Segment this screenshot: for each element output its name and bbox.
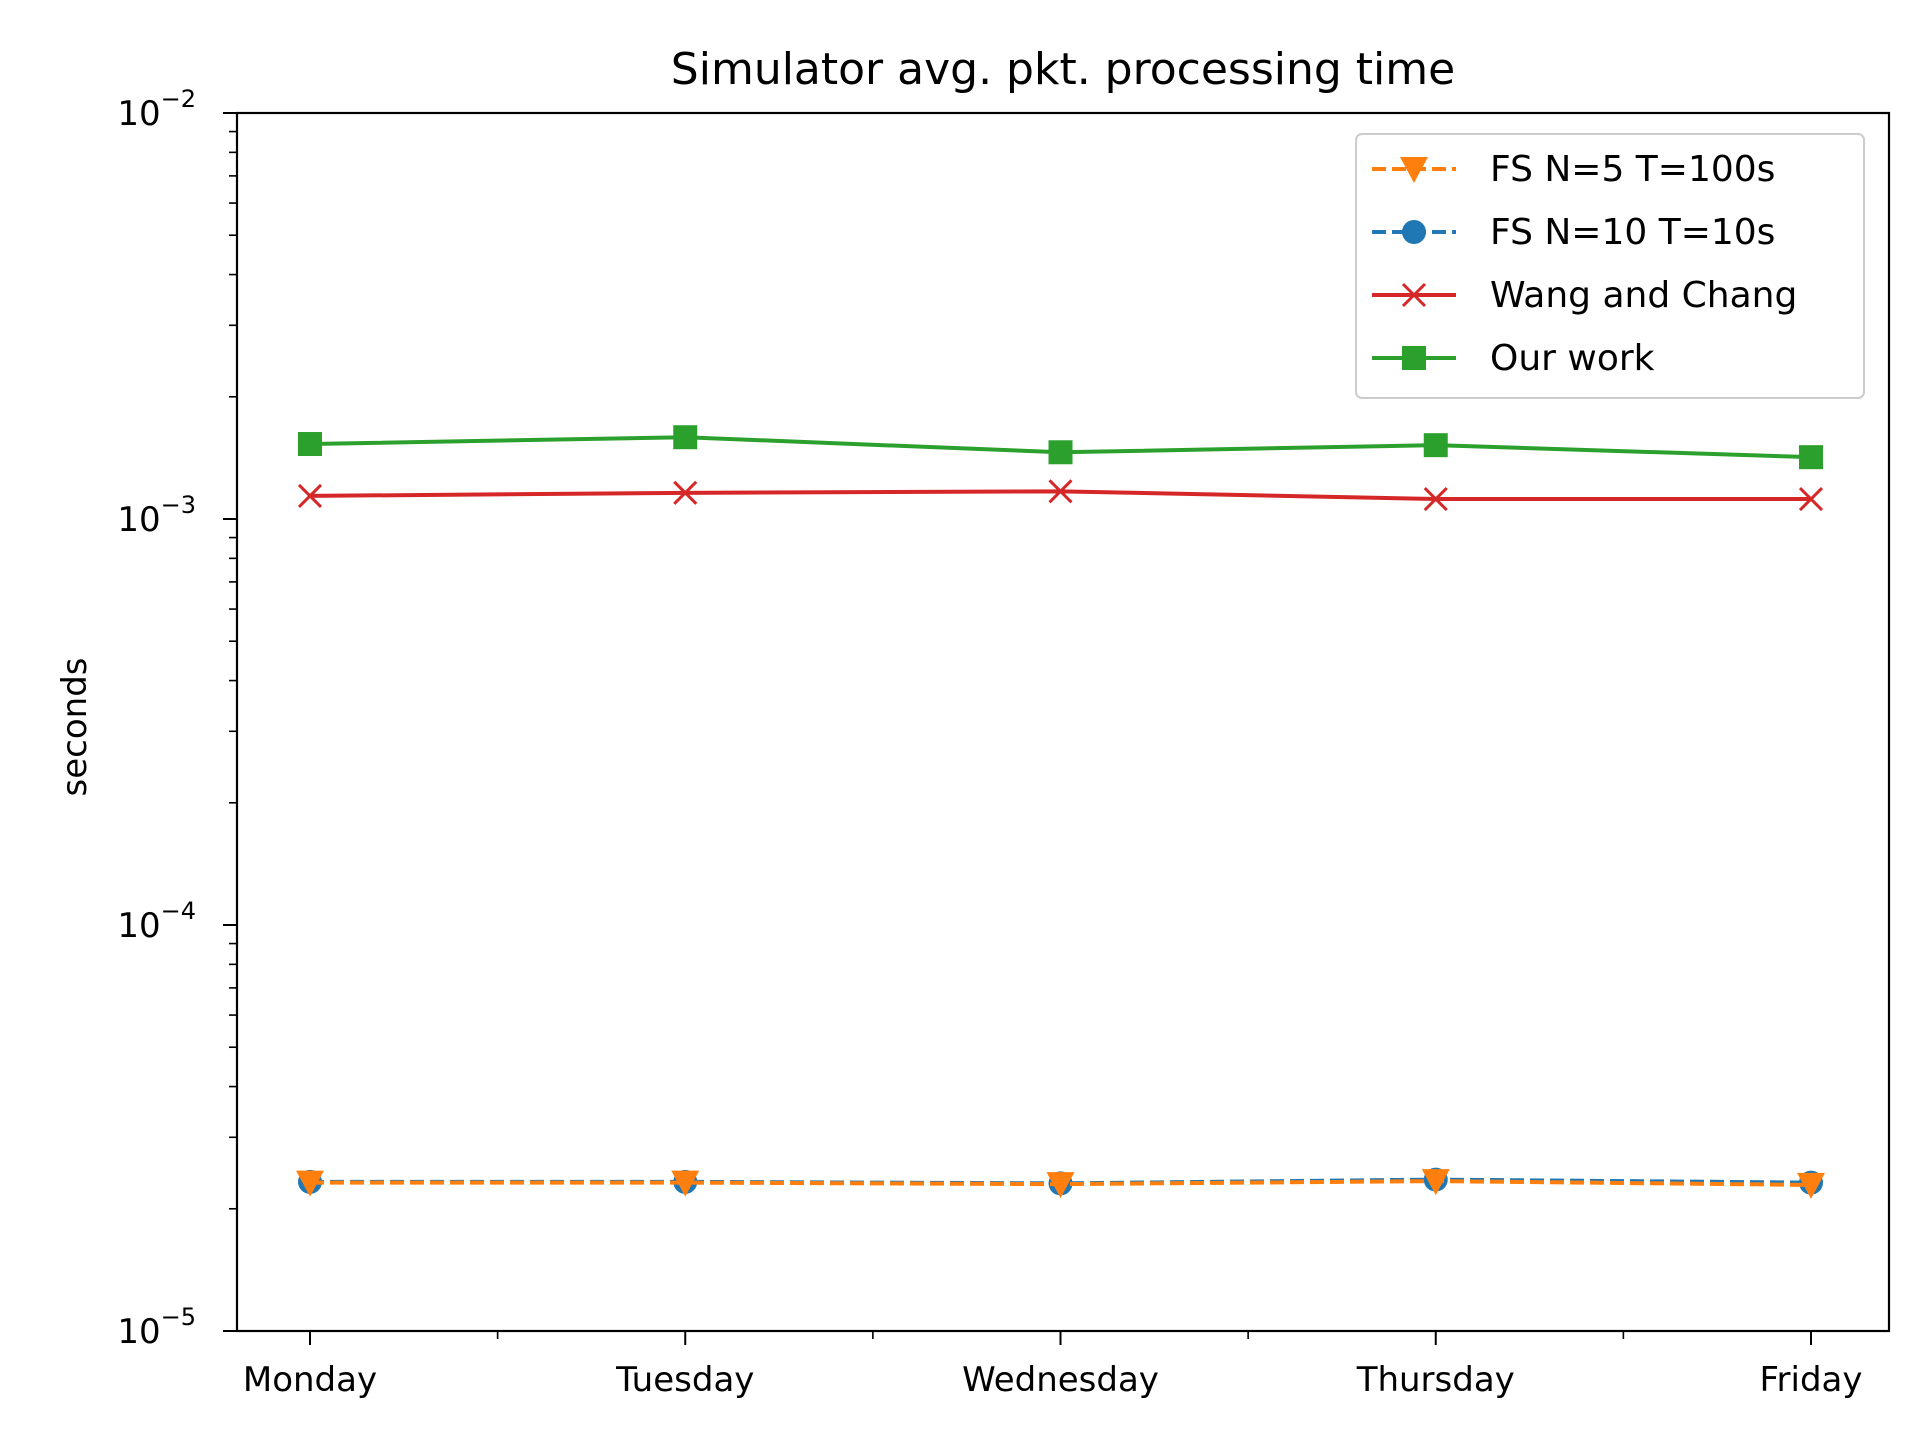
x-tick-label: Thursday bbox=[1356, 1360, 1515, 1400]
y-axis: 10−210−310−410−5 bbox=[117, 85, 237, 1352]
data-point bbox=[1798, 486, 1824, 512]
series-0 bbox=[296, 1169, 1825, 1199]
legend-label: FS N=5 T=100s bbox=[1490, 149, 1775, 190]
legend-item: FS N=10 T=10s bbox=[1372, 212, 1775, 253]
legend: FS N=5 T=100s FS N=10 T=10s Wang and Chang… bbox=[1355, 133, 1865, 399]
legend-marker bbox=[1402, 220, 1426, 244]
y-tick-label: 10−4 bbox=[117, 897, 196, 946]
data-point bbox=[1046, 1172, 1075, 1199]
series-2 bbox=[297, 479, 1824, 512]
chart-title: Simulator avg. pkt. processing time bbox=[671, 44, 1455, 95]
y-tick-base: 10 bbox=[117, 1312, 160, 1352]
series-layer bbox=[296, 425, 1825, 1199]
data-point bbox=[1423, 486, 1448, 512]
y-tick-base: 10 bbox=[117, 906, 160, 946]
y-tick-exponent: −4 bbox=[161, 897, 196, 925]
legend-item: Wang and Chang bbox=[1372, 275, 1797, 316]
data-point bbox=[673, 480, 698, 505]
x-tick-label: Friday bbox=[1759, 1360, 1862, 1400]
y-tick-exponent: −5 bbox=[161, 1303, 196, 1331]
legend-marker bbox=[1400, 157, 1428, 183]
x-tick-label: Wednesday bbox=[962, 1360, 1159, 1400]
data-point bbox=[296, 1170, 324, 1197]
legend-item: FS N=5 T=100s bbox=[1372, 149, 1775, 190]
legend-item: Our work bbox=[1372, 338, 1655, 379]
legend-label: Our work bbox=[1490, 338, 1655, 379]
y-tick-exponent: −3 bbox=[161, 491, 196, 519]
x-tick-label: Monday bbox=[243, 1360, 377, 1400]
data-point bbox=[1799, 445, 1823, 470]
data-point bbox=[1423, 433, 1448, 458]
y-tick-base: 10 bbox=[117, 94, 160, 134]
y-axis-label: seconds bbox=[55, 658, 95, 797]
legend-label: FS N=10 T=10s bbox=[1490, 212, 1775, 253]
data-point bbox=[298, 432, 322, 457]
data-point bbox=[673, 425, 698, 450]
legend-marker bbox=[1401, 282, 1427, 308]
x-tick-label: Tuesday bbox=[615, 1360, 754, 1400]
legend-label: Wang and Chang bbox=[1490, 275, 1797, 316]
x-axis: Monday Tuesday Wednesday Thursday Friday bbox=[243, 1331, 1863, 1400]
y-tick-label: 10−2 bbox=[117, 85, 196, 134]
data-point bbox=[1421, 1169, 1450, 1196]
data-point bbox=[297, 483, 323, 508]
legend-box bbox=[1355, 133, 1865, 399]
series-3 bbox=[298, 425, 1823, 470]
y-tick-label: 10−5 bbox=[117, 1303, 196, 1352]
y-tick-exponent: −2 bbox=[161, 85, 196, 113]
data-point bbox=[1048, 440, 1073, 465]
data-point bbox=[1797, 1172, 1825, 1199]
y-tick-label: 10−3 bbox=[117, 491, 196, 540]
data-point bbox=[1048, 479, 1073, 504]
legend-marker bbox=[1402, 346, 1426, 370]
y-tick-base: 10 bbox=[117, 500, 160, 540]
data-point bbox=[671, 1170, 700, 1197]
